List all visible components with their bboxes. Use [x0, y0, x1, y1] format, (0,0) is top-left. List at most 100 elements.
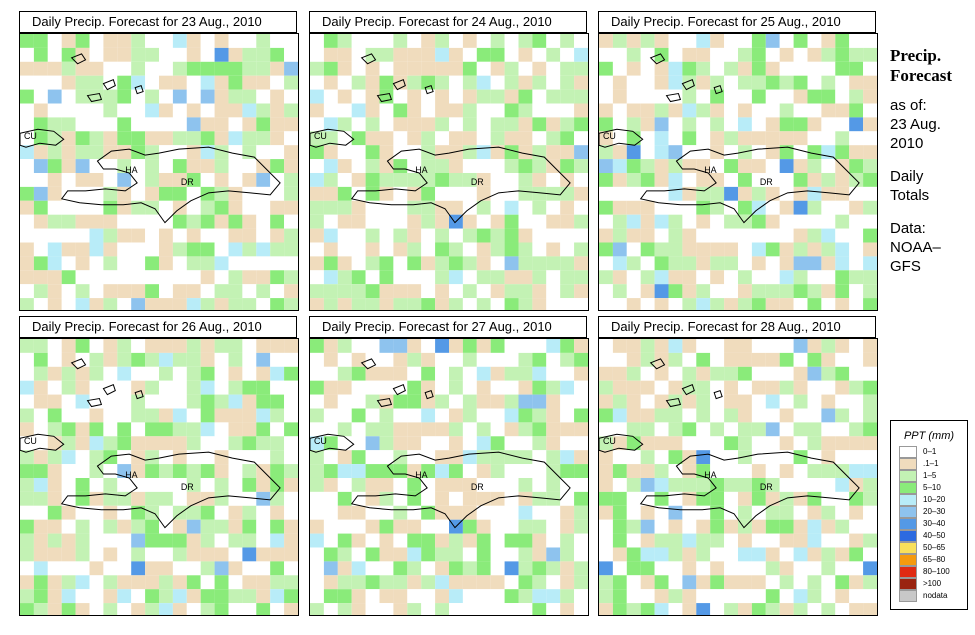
precip-cell	[61, 519, 76, 534]
precip-cell	[682, 408, 697, 423]
hispaniola-outline	[639, 451, 860, 529]
precip-cell	[462, 47, 477, 62]
precip-cell	[103, 228, 118, 243]
precip-cell	[75, 477, 90, 492]
panel-title: Daily Precip. Forecast for 26 Aug., 2010	[19, 316, 297, 338]
precip-cell	[863, 464, 877, 478]
precip-cell	[751, 298, 766, 310]
precip-cell	[323, 450, 338, 465]
precip-cell	[310, 214, 324, 229]
precip-cell	[849, 228, 864, 243]
precip-cell	[393, 519, 408, 534]
precip-cell	[75, 547, 90, 562]
precip-cell	[738, 436, 752, 451]
precip-cell	[145, 422, 159, 437]
precip-cell	[145, 75, 159, 90]
precip-cell	[462, 186, 477, 201]
precip-cell	[365, 270, 380, 285]
precip-cell	[284, 242, 298, 257]
precip-cell	[186, 298, 201, 310]
precip-cell	[546, 89, 561, 104]
precip-cell	[710, 103, 725, 118]
precip-cell	[103, 214, 118, 229]
precip-cell	[393, 464, 408, 478]
precip-cell	[131, 339, 146, 353]
precip-cell	[765, 533, 780, 548]
precip-cell	[379, 352, 394, 367]
precip-cell	[724, 408, 738, 423]
precip-cell	[117, 436, 132, 451]
precip-cell	[449, 47, 463, 62]
precip-cell	[863, 172, 877, 187]
precip-cell	[407, 186, 422, 201]
precip-cell	[821, 422, 836, 437]
precip-cell	[61, 284, 76, 299]
precip-cell	[33, 228, 48, 243]
precip-cell	[765, 436, 780, 451]
precip-cell	[532, 228, 547, 243]
precip-cell	[310, 547, 324, 562]
precip-cell	[724, 589, 738, 604]
precip-cell	[310, 75, 324, 90]
side-heading-line1: Precip.	[890, 46, 942, 65]
precip-cell	[393, 477, 408, 492]
precip-cell	[270, 450, 285, 465]
island-outline	[86, 398, 103, 408]
precip-cell	[668, 34, 683, 48]
cuba-outline	[310, 433, 355, 453]
precip-cell	[323, 422, 338, 437]
precip-cell	[228, 603, 243, 615]
precip-cell	[574, 242, 588, 257]
precip-cell	[145, 34, 159, 48]
precip-cell	[476, 75, 491, 90]
precip-cell	[546, 75, 561, 90]
precip-cell	[20, 61, 34, 76]
precip-cell	[323, 47, 338, 62]
precip-cell	[654, 103, 669, 118]
precip-cell	[284, 34, 298, 48]
precip-cell	[738, 408, 752, 423]
precip-cell	[668, 436, 683, 451]
precip-cell	[863, 75, 877, 90]
precip-cell	[159, 186, 173, 201]
precip-cell	[807, 214, 822, 229]
precip-cell	[574, 117, 588, 132]
precip-cell	[476, 436, 491, 451]
precip-cell	[668, 242, 683, 257]
precip-cell	[574, 422, 588, 437]
precip-cell	[270, 380, 285, 395]
precip-cell	[793, 242, 808, 257]
precip-cell	[546, 450, 561, 465]
precip-cell	[640, 505, 655, 520]
precip-cell	[751, 450, 766, 465]
precip-cell	[765, 339, 780, 353]
precip-cell	[365, 242, 380, 257]
precip-cell	[821, 270, 836, 285]
precip-cell	[242, 242, 257, 257]
precip-cell	[393, 491, 408, 506]
precip-cell	[33, 339, 48, 353]
precip-cell	[145, 408, 159, 423]
precip-cell	[560, 103, 575, 118]
precip-cell	[738, 172, 752, 187]
precip-cell	[849, 214, 864, 229]
precip-cell	[738, 422, 752, 437]
precip-cell	[365, 214, 380, 229]
precip-cell	[131, 422, 146, 437]
precip-cell	[75, 145, 90, 160]
precip-cell	[435, 339, 449, 353]
precip-cell	[710, 284, 725, 299]
precip-cell	[117, 547, 132, 562]
precip-cell	[449, 422, 463, 437]
precip-cell	[435, 47, 449, 62]
haiti-label: HA	[704, 165, 716, 175]
precip-cell	[849, 242, 864, 257]
precip-cell	[323, 491, 338, 506]
precip-cell	[668, 450, 683, 465]
precip-cell	[863, 603, 877, 615]
precip-cell	[103, 298, 118, 310]
precip-cell	[462, 519, 477, 534]
legend-swatch	[899, 578, 917, 590]
precip-cell	[449, 352, 463, 367]
precip-cell	[435, 270, 449, 285]
